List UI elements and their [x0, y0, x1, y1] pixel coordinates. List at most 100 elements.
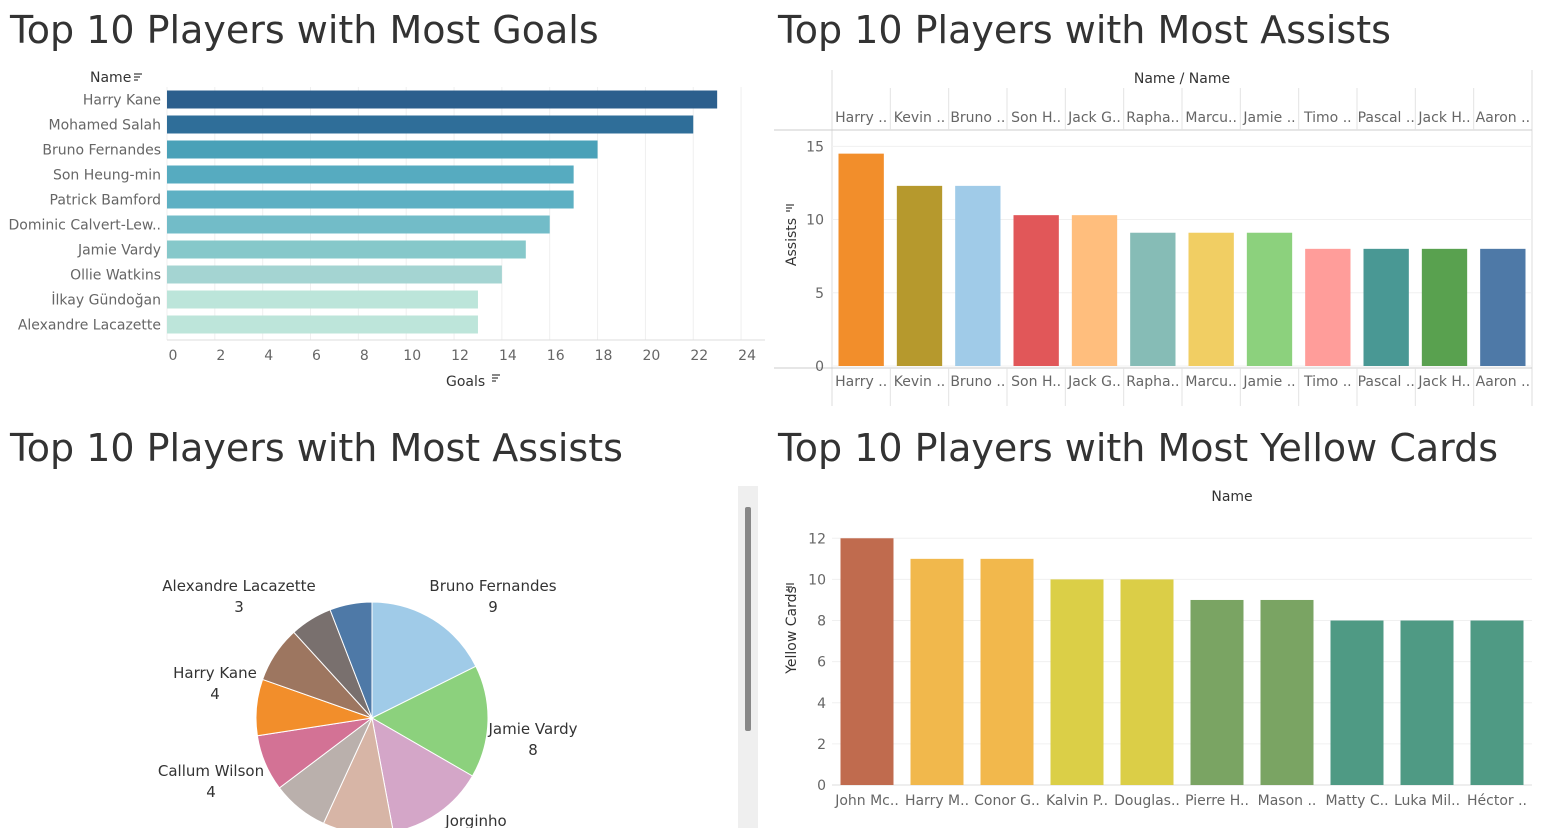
- goals-field-label: Name: [90, 70, 131, 86]
- pie-label-name: Jamie Vardy: [488, 720, 578, 738]
- cards-y-tick-label: 8: [817, 614, 826, 630]
- goals-bar: [167, 315, 478, 334]
- assists-top-category-label: Bruno ..: [950, 110, 1005, 126]
- pie-label-value: 3: [234, 598, 244, 616]
- assists-pie-chart-title: Top 10 Players with Most Assists: [10, 426, 623, 470]
- goals-category-label: Jamie Vardy: [77, 243, 161, 259]
- assists-y-tick-label: 15: [806, 139, 824, 155]
- cards-category-label: Pierre H..: [1185, 793, 1249, 809]
- yellow-cards-chart: 0 2 4 6 8 10 12 Yellow Cards Name John Mc.. Harry …: [784, 489, 1532, 809]
- cards-bar: [1260, 599, 1314, 785]
- cards-category-label: Kalvin P..: [1046, 793, 1108, 809]
- assists-bottom-category-label: Rapha..: [1126, 374, 1179, 390]
- goals-x-axis-title: Goals: [446, 374, 485, 390]
- pie-label-name: Callum Wilson: [158, 762, 264, 780]
- goals-bar: [167, 215, 550, 234]
- cards-bar: [910, 558, 964, 785]
- assists-pie-chart: Alexandre Lacazette 3 Bruno Fernandes 9 Harr…: [158, 577, 578, 828]
- cards-category-label: Conor G..: [974, 793, 1040, 809]
- goals-x-tick-label: 20: [642, 348, 660, 364]
- goals-x-tick-label: 8: [360, 348, 369, 364]
- cards-y-axis-title: Yellow Cards: [784, 586, 800, 675]
- pie-slice: [370, 665, 489, 777]
- assists-bottom-category-label: Timo ..: [1303, 374, 1352, 390]
- pie-label-name: Bruno Fernandes: [429, 577, 556, 595]
- pie-slice: [371, 601, 477, 719]
- goals-chart-title: Top 10 Players with Most Goals: [10, 8, 599, 52]
- assists-top-category-label: Jack G..: [1067, 110, 1121, 126]
- yellow-cards-chart-title: Top 10 Players with Most Yellow Cards: [778, 426, 1499, 470]
- assists-bar-chart-title: Top 10 Players with Most Assists: [778, 8, 1391, 52]
- assists-top-category-label: Timo ..: [1303, 110, 1352, 126]
- cards-category-label: Mason ..: [1258, 793, 1317, 809]
- cards-category-label: John Mc..: [834, 793, 899, 809]
- assists-bar: [1130, 232, 1176, 366]
- assists-bottom-category-label: Aaron ..: [1476, 374, 1530, 390]
- goals-bar: [167, 115, 694, 134]
- assists-bar: [1363, 248, 1409, 366]
- assists-bottom-category-label: Son H..: [1011, 374, 1061, 390]
- assists-bottom-category-label: Bruno ..: [950, 374, 1005, 390]
- goals-bar: [167, 290, 478, 309]
- assists-bar: [955, 185, 1001, 366]
- cards-y-tick-label: 10: [808, 572, 826, 588]
- pie-label-name: Harry Kane: [173, 664, 257, 682]
- pie-slice: [371, 717, 474, 828]
- goals-x-tick-label: 10: [403, 348, 421, 364]
- cards-bar: [980, 558, 1034, 785]
- pie-panel-scrollbar-thumb[interactable]: [745, 507, 751, 731]
- assists-top-category-label: Marcu..: [1185, 110, 1237, 126]
- goals-x-tick-label: 18: [595, 348, 613, 364]
- assists-top-category-label: Son H..: [1011, 110, 1061, 126]
- assists-top-category-label: Rapha..: [1126, 110, 1179, 126]
- assists-bar-chart: 0 5 10 15 Assists Name / Name Harry .. Harry ..…: [774, 70, 1533, 406]
- pie-slice: [329, 601, 373, 719]
- goals-category-label: Harry Kane: [83, 93, 161, 109]
- assists-bottom-category-label: Jack H..: [1417, 374, 1470, 390]
- cards-bar: [1190, 599, 1244, 785]
- assists-top-category-label: Harry ..: [835, 110, 887, 126]
- cards-bar: [840, 538, 894, 785]
- cards-bar: [1120, 579, 1174, 785]
- cards-axis-sort-icon: [786, 583, 794, 591]
- goals-bar: [167, 240, 526, 259]
- assists-bottom-category-label: Jamie ..: [1242, 374, 1295, 390]
- cards-y-tick-label: 6: [817, 655, 826, 671]
- assists-bottom-category-label: Jack G..: [1067, 374, 1121, 390]
- cards-category-label: Héctor ..: [1467, 793, 1527, 809]
- cards-bar: [1400, 620, 1454, 785]
- assists-top-category-label: Jamie ..: [1242, 110, 1295, 126]
- assists-bar: [1013, 215, 1059, 366]
- assists-bottom-category-label: Kevin ..: [894, 374, 946, 390]
- assists-top-category-label: Jack H..: [1417, 110, 1470, 126]
- assists-y-tick-label: 10: [806, 213, 824, 229]
- goals-x-tick-label: 6: [312, 348, 321, 364]
- cards-category-label: Harry M..: [905, 793, 969, 809]
- goals-x-tick-label: 14: [499, 348, 517, 364]
- cards-bar: [1330, 620, 1384, 785]
- assists-top-category-label: Kevin ..: [894, 110, 946, 126]
- goals-x-tick-label: 0: [169, 348, 178, 364]
- pie-label-value: 4: [210, 685, 220, 703]
- cards-category-label: Matty C..: [1325, 793, 1388, 809]
- pie-label-value: 4: [206, 783, 216, 801]
- goals-bar: [167, 265, 502, 284]
- assists-bar: [1480, 248, 1526, 366]
- assists-bar: [1421, 248, 1468, 366]
- goals-x-tick-label: 2: [216, 348, 225, 364]
- goals-category-label: Ollie Watkins: [70, 268, 161, 284]
- goals-category-label: Son Heung-min: [53, 168, 161, 184]
- assists-bar: [1188, 232, 1234, 366]
- goals-category-label: Alexandre Lacazette: [18, 318, 161, 334]
- cards-y-tick-label: 12: [808, 531, 826, 547]
- assists-bottom-category-label: Marcu..: [1185, 374, 1237, 390]
- goals-axis-sort-icon: [492, 374, 500, 382]
- assists-y-tick-label: 0: [815, 359, 824, 375]
- assists-header-label: Name / Name: [1134, 71, 1230, 87]
- goals-category-label: İlkay Gündoğan: [51, 291, 161, 309]
- cards-category-label: Douglas..: [1114, 793, 1180, 809]
- assists-bottom-category-label: Harry ..: [835, 374, 887, 390]
- goals-category-label: Bruno Fernandes: [42, 143, 161, 159]
- goals-x-tick-label: 12: [451, 348, 469, 364]
